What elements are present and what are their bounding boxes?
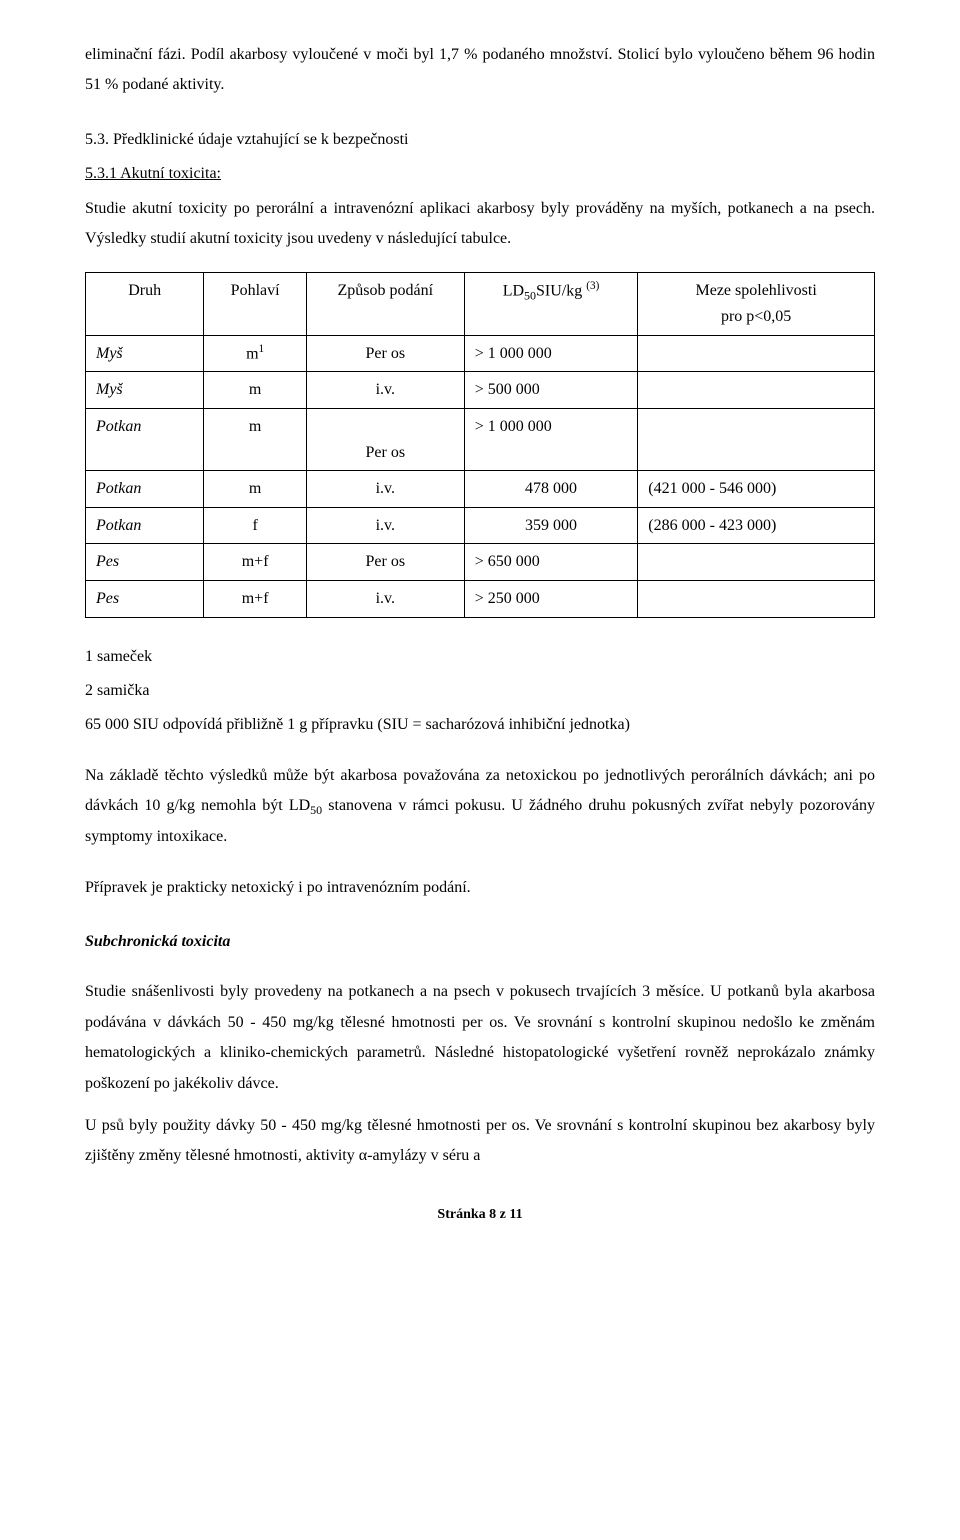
section-5-3-1-underline: 5.3.1 Akutní toxicita: [85, 165, 221, 182]
dogs-post: -amylázy v séru a [367, 1147, 480, 1164]
ld50-sup: (3) [586, 280, 599, 292]
pohlavi-sup: 1 [259, 343, 265, 355]
cell-ld: > 650 000 [464, 544, 638, 581]
cell-pohlavi: m+f [204, 581, 307, 618]
results-sub: 50 [310, 803, 322, 817]
table-row: Pes m+f Per os > 650 000 [86, 544, 875, 581]
cell-zpusob: Per os [306, 544, 464, 581]
table-row: Potkan m Per os > 1 000 000 [86, 409, 875, 471]
th-meze: Meze spolehlivosti pro p<0,05 [638, 273, 875, 335]
cell-druh: Pes [86, 581, 204, 618]
zpusob-line2: Per os [366, 444, 406, 461]
cell-meze [638, 581, 875, 618]
table-row: Potkan f i.v. 359 000 (286 000 - 423 000… [86, 507, 875, 544]
cell-meze [638, 335, 875, 372]
cell-pohlavi: m [204, 372, 307, 409]
ld50-pre: LD [503, 283, 524, 300]
cell-ld: > 1 000 000 [464, 335, 638, 372]
results-paragraph: Na základě těchto výsledků může být akar… [85, 761, 875, 853]
cell-pohlavi: m [204, 471, 307, 508]
cell-druh: Myš [86, 335, 204, 372]
footnote-3: 65 000 SIU odpovídá přibližně 1 g přípra… [85, 710, 875, 740]
ld50-sub: 50 [524, 289, 536, 303]
cell-druh: Myš [86, 372, 204, 409]
table-row: Potkan m i.v. 478 000 (421 000 - 546 000… [86, 471, 875, 508]
dogs-alpha: α [359, 1147, 367, 1164]
cell-druh: Potkan [86, 471, 204, 508]
section-5-3-1-heading: 5.3.1 Akutní toxicita: [85, 159, 875, 189]
cell-pohlavi: m [204, 409, 307, 471]
meze-line1: Meze spolehlivosti [695, 282, 816, 299]
cell-ld: 478 000 [464, 471, 638, 508]
cell-pohlavi: m1 [204, 335, 307, 372]
footnote-1: 1 sameček [85, 642, 875, 672]
cell-meze [638, 409, 875, 471]
cell-zpusob: Per os [306, 409, 464, 471]
footnote-2: 2 samička [85, 676, 875, 706]
subchronic-paragraph: Studie snášenlivosti byly provedeny na p… [85, 977, 875, 1099]
cell-zpusob: i.v. [306, 581, 464, 618]
cell-meze [638, 372, 875, 409]
th-zpusob: Způsob podání [306, 273, 464, 335]
cell-druh: Potkan [86, 507, 204, 544]
cell-meze: (286 000 - 423 000) [638, 507, 875, 544]
th-ld50: LD50SIU/kg (3) [464, 273, 638, 335]
table-row: Pes m+f i.v. > 250 000 [86, 581, 875, 618]
section-5-3-heading: 5.3. Předklinické údaje vztahující se k … [85, 125, 875, 155]
table-row: Myš m1 Per os > 1 000 000 [86, 335, 875, 372]
cell-ld: > 1 000 000 [464, 409, 638, 471]
cell-druh: Pes [86, 544, 204, 581]
cell-ld: > 250 000 [464, 581, 638, 618]
practical-paragraph: Přípravek je prakticky netoxický i po in… [85, 873, 875, 903]
cell-zpusob: i.v. [306, 471, 464, 508]
cell-meze [638, 544, 875, 581]
cell-zpusob: i.v. [306, 507, 464, 544]
pohlavi-base: m [246, 345, 258, 362]
cell-ld: > 500 000 [464, 372, 638, 409]
page-footer: Stránka 8 z 11 [85, 1202, 875, 1229]
cell-meze: (421 000 - 546 000) [638, 471, 875, 508]
subchronic-heading: Subchronická toxicita [85, 927, 875, 957]
opening-paragraph: eliminační fázi. Podíl akarbosy vyloučen… [85, 40, 875, 101]
cell-zpusob: Per os [306, 335, 464, 372]
th-druh: Druh [86, 273, 204, 335]
akutni-intro-paragraph: Studie akutní toxicity po perorální a in… [85, 194, 875, 255]
cell-ld: 359 000 [464, 507, 638, 544]
cell-pohlavi: f [204, 507, 307, 544]
th-pohlavi: Pohlaví [204, 273, 307, 335]
meze-line2: pro p<0,05 [721, 308, 791, 325]
dogs-paragraph: U psů byly použity dávky 50 - 450 mg/kg … [85, 1111, 875, 1172]
cell-pohlavi: m+f [204, 544, 307, 581]
table-header-row: Druh Pohlaví Způsob podání LD50SIU/kg (3… [86, 273, 875, 335]
cell-druh: Potkan [86, 409, 204, 471]
cell-zpusob: i.v. [306, 372, 464, 409]
ld50-post: SIU/kg [536, 283, 586, 300]
table-row: Myš m i.v. > 500 000 [86, 372, 875, 409]
toxicity-table: Druh Pohlaví Způsob podání LD50SIU/kg (3… [85, 272, 875, 617]
